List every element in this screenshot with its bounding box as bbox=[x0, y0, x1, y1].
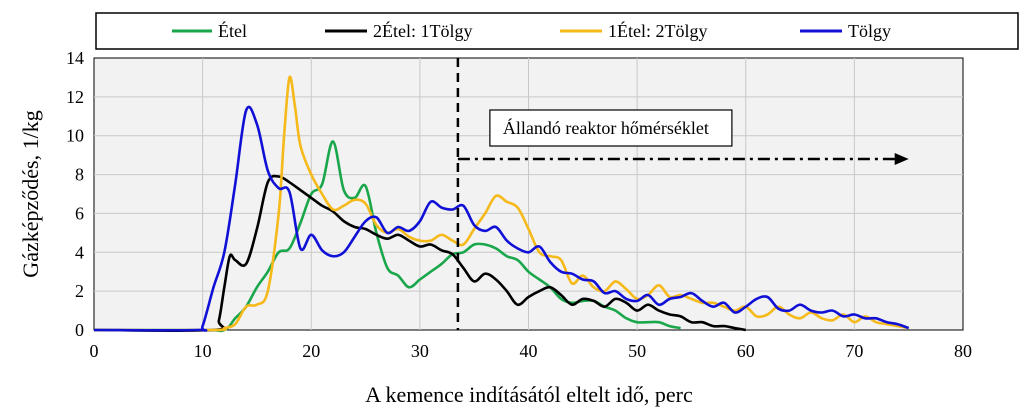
x-tick-label: 60 bbox=[737, 341, 755, 361]
y-tick-label: 2 bbox=[75, 281, 84, 301]
series-lines bbox=[93, 75, 910, 333]
y-tick-labels: 0 2 4 6 8 10 12 14 bbox=[66, 48, 84, 340]
legend-label-tolgy: Tölgy bbox=[848, 21, 891, 41]
y-tick-label: 12 bbox=[66, 87, 84, 107]
y-tick-label: 6 bbox=[75, 203, 84, 223]
legend: Étel 2Étel: 1Tölgy 1Étel: 2Tölgy Tölgy bbox=[95, 12, 1019, 50]
y-tick-label: 10 bbox=[66, 126, 84, 146]
x-tick-label: 80 bbox=[954, 341, 972, 361]
y-tick-label: 14 bbox=[66, 48, 84, 68]
y-tick-label: 0 bbox=[75, 320, 84, 340]
legend-frame bbox=[95, 12, 1019, 50]
x-tick-label: 0 bbox=[90, 341, 99, 361]
annotation: Állandó reaktor hőmérséklet bbox=[456, 58, 909, 330]
series-line-2etel-1tolgy bbox=[93, 174, 747, 333]
legend-label-2etel-1tolgy: 2Étel: 1Tölgy bbox=[373, 20, 472, 41]
y-tick-label: 8 bbox=[75, 165, 84, 185]
x-tick-label: 20 bbox=[302, 341, 320, 361]
x-tick-label: 70 bbox=[845, 341, 863, 361]
annotation-box bbox=[489, 109, 733, 147]
annotation-text: Állandó reaktor hőmérséklet bbox=[503, 117, 709, 138]
gridlines bbox=[94, 58, 963, 330]
series-line-tolgy bbox=[93, 105, 910, 332]
legend-label-etel: Étel bbox=[218, 20, 247, 41]
x-tick-label: 30 bbox=[411, 341, 429, 361]
x-tick-label: 50 bbox=[628, 341, 646, 361]
series-line-1etel-2tolgy bbox=[93, 75, 909, 332]
y-tick-label: 4 bbox=[75, 242, 84, 262]
legend-label-1etel-2tolgy: 1Étel: 2Tölgy bbox=[608, 20, 707, 41]
x-tick-labels: 0 10 20 30 40 50 60 70 80 bbox=[90, 341, 973, 361]
y-axis-title: Gázképződés, 1/kg bbox=[18, 110, 43, 277]
x-tick-label: 10 bbox=[194, 341, 212, 361]
x-tick-label: 40 bbox=[520, 341, 538, 361]
x-axis-title: A kemence indításától eltelt idő, perc bbox=[365, 382, 693, 407]
arrowhead-icon bbox=[894, 153, 909, 166]
